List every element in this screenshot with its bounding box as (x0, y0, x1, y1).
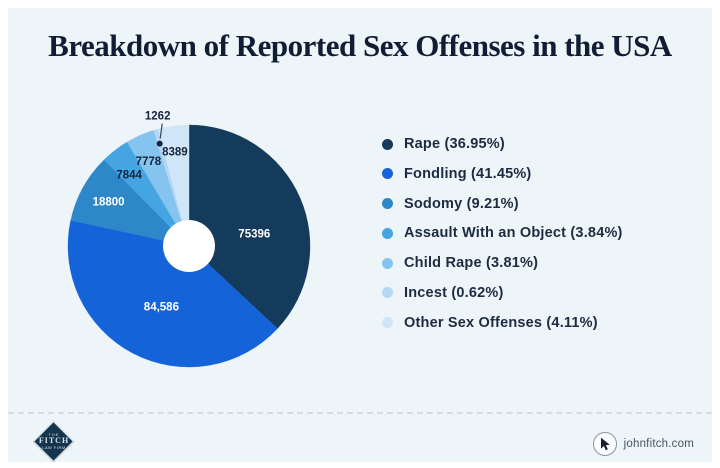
slice-value-label: 84,586 (144, 302, 179, 314)
website-badge: johnfitch.com (592, 432, 694, 456)
slice-value-label: 7844 (116, 170, 142, 182)
legend-dot (382, 198, 393, 210)
legend-item: Fondling (41.45%) (382, 165, 623, 183)
footer-divider (8, 412, 712, 414)
legend-label: Rape (36.95%) (404, 136, 505, 152)
fitch-logo: THE FITCH LAW FIRM (24, 420, 84, 462)
legend-label: Assault With an Object (3.84%) (404, 225, 623, 242)
donut-chart: 75396 84,586 18800 7844 7778 1262 8389 (67, 111, 311, 368)
website-label: johnfitch.com (623, 438, 694, 450)
legend: Rape (36.95%) Fondling (41.45%) Sodomy (9.… (382, 135, 623, 332)
cursor-icon (600, 437, 610, 451)
legend-item: Assault With an Object (3.84%) (382, 224, 623, 242)
legend-item: Incest (0.62%) (382, 284, 623, 302)
cursor-icon-circle (592, 432, 617, 456)
logo-line-the: THE (48, 431, 60, 437)
slice-value-label: 18800 (93, 196, 125, 208)
legend-dot (382, 257, 393, 269)
legend-dot (382, 317, 393, 329)
logo-line-fitch: FITCH (38, 436, 70, 446)
donut-hole (163, 220, 215, 272)
slice-value-label: 75396 (238, 228, 270, 240)
legend-dot (382, 287, 393, 299)
legend-label: Sodomy (9.21%) (404, 195, 519, 212)
legend-label: Incest (0.62%) (404, 284, 504, 301)
legend-dot (382, 168, 393, 180)
callout-dot (156, 140, 163, 147)
slice-value-label: 8389 (162, 147, 188, 159)
legend-item: Sodomy (9.21%) (382, 195, 623, 213)
slice-value-label: 7778 (136, 156, 162, 168)
legend-item: Rape (36.95%) (382, 135, 623, 153)
slice-value-label: 1262 (145, 111, 171, 123)
infographic-canvas: Breakdown of Reported Sex Offenses in th… (8, 8, 712, 462)
callout-line (159, 123, 163, 139)
legend-label: Child Rape (3.81%) (404, 255, 539, 272)
pie-slice-0 (188, 124, 311, 329)
pie-slice-6 (157, 124, 190, 247)
pie-slice-1 (67, 220, 278, 368)
legend-item: Other Sex Offenses (4.11%) (382, 314, 623, 332)
logo-line-lawfirm: LAW FIRM (42, 444, 66, 450)
legend-item: Child Rape (3.81%) (382, 254, 623, 272)
legend-label: Other Sex Offenses (4.11%) (404, 314, 598, 331)
page-title: Breakdown of Reported Sex Offenses in th… (48, 28, 672, 63)
legend-dot (382, 227, 393, 239)
legend-label: Fondling (41.45%) (404, 165, 532, 182)
logo-text: THE FITCH LAW FIRM (24, 427, 84, 456)
legend-dot (382, 138, 393, 150)
